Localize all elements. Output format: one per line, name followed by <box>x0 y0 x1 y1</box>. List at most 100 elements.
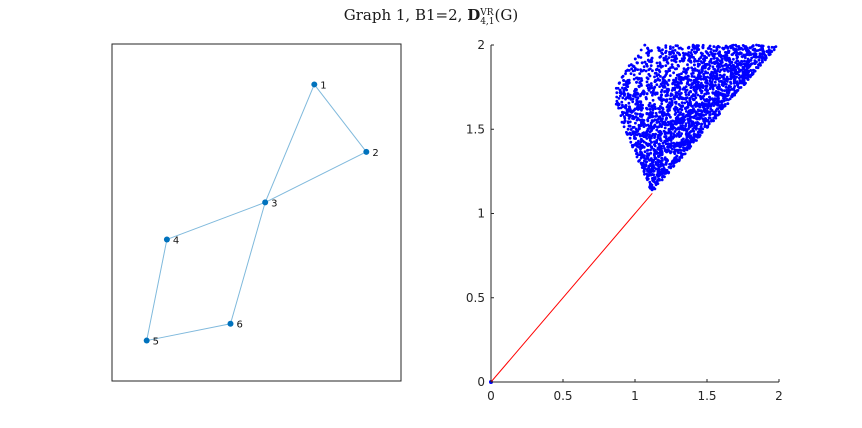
scatter-point <box>626 92 630 96</box>
scatter-axes: 0 0.5 1 1.5 2 0 0.5 1 1.5 2 <box>466 38 783 403</box>
scatter-point <box>627 79 630 83</box>
scatter-point <box>669 120 673 123</box>
scatter-point <box>715 107 719 111</box>
scatter-point <box>697 109 701 113</box>
scatter-point <box>665 137 668 141</box>
scatter-point <box>651 163 655 167</box>
scatter-point <box>675 154 679 158</box>
scatter-point <box>730 95 734 99</box>
scatter-point <box>753 69 757 73</box>
scatter-point <box>691 97 695 101</box>
scatter-point <box>719 107 723 111</box>
scatter-point <box>656 125 659 129</box>
scatter-point <box>735 59 739 63</box>
scatter-point <box>696 59 700 63</box>
scatter-point <box>675 127 679 131</box>
scatter-point <box>656 178 660 182</box>
scatter-point <box>735 75 738 79</box>
scatter-point <box>693 69 697 72</box>
scatter-point <box>685 110 688 113</box>
scatter-point <box>673 59 676 63</box>
scatter-point <box>656 77 660 80</box>
scatter-point <box>670 63 674 66</box>
scatter-point <box>650 119 654 122</box>
scatter-point <box>728 60 731 63</box>
scatter-point <box>680 81 683 85</box>
scatter-point <box>695 44 699 47</box>
scatter-point <box>747 49 750 53</box>
scatter-point <box>647 152 650 156</box>
scatter-point <box>744 73 747 77</box>
scatter-point <box>685 129 688 133</box>
scatter-point <box>647 68 651 72</box>
scatter-point <box>650 158 653 162</box>
scatter-point <box>719 93 723 97</box>
scatter-point <box>732 57 735 61</box>
x-tick-label-2: 2 <box>775 389 783 403</box>
scatter-point <box>720 57 724 61</box>
scatter-point <box>615 99 619 103</box>
scatter-point <box>639 161 643 165</box>
scatter-point <box>696 135 699 139</box>
scatter-point <box>722 73 726 77</box>
scatter-point <box>712 104 716 107</box>
scatter-point <box>651 133 655 136</box>
scatter-point <box>622 79 626 82</box>
graph-node-label-3: 3 <box>271 198 277 209</box>
scatter-point <box>706 75 709 79</box>
scatter-point <box>747 70 750 74</box>
scatter-point <box>737 52 741 56</box>
scatter-point <box>633 92 636 95</box>
scatter-point <box>641 106 644 110</box>
scatter-point <box>666 83 670 87</box>
scatter-point <box>679 119 683 123</box>
scatter-point <box>655 83 659 87</box>
scatter-point <box>652 89 655 93</box>
scatter-point <box>691 71 695 75</box>
scatter-point <box>654 91 657 95</box>
scatter-point <box>678 107 682 111</box>
scatter-point <box>667 78 671 82</box>
scatter-point <box>715 46 719 49</box>
scatter-point <box>690 48 694 52</box>
scatter-point <box>653 105 657 109</box>
scatter-point <box>659 137 662 140</box>
scatter-point <box>665 60 669 64</box>
scatter-point <box>682 67 686 71</box>
scatter-point <box>659 75 662 78</box>
scatter-point <box>684 69 688 72</box>
scatter-point <box>689 115 693 119</box>
scatter-point <box>621 110 624 114</box>
scatter-point <box>630 110 634 114</box>
scatter-point <box>728 63 732 66</box>
scatter-point <box>622 83 626 86</box>
scatter-point <box>684 71 688 75</box>
scatter-point <box>697 77 701 80</box>
scatter-point <box>694 91 698 95</box>
scatter-point <box>621 74 625 78</box>
scatter-point <box>733 93 736 97</box>
scatter-point <box>667 149 671 153</box>
scatter-point <box>696 83 699 87</box>
scatter-point <box>700 81 703 85</box>
scatter-point <box>646 119 650 123</box>
scatter-point <box>691 83 694 86</box>
scatter-point <box>678 87 682 91</box>
scatter-point <box>761 60 764 64</box>
scatter-point <box>703 66 707 70</box>
scatter-point <box>645 130 649 134</box>
scatter-point <box>670 93 674 97</box>
scatter-point <box>651 69 654 73</box>
scatter-point <box>693 89 697 93</box>
scatter-point <box>707 46 711 50</box>
scatter-point <box>652 173 655 177</box>
scatter-point <box>726 102 730 105</box>
scatter-point <box>705 78 708 82</box>
scatter-point <box>677 64 680 68</box>
scatter-point <box>639 148 642 151</box>
scatter-point <box>658 61 662 65</box>
scatter-point <box>668 122 671 126</box>
scatter-point <box>663 132 667 136</box>
scatter-point <box>689 51 693 55</box>
scatter-point <box>639 156 643 160</box>
